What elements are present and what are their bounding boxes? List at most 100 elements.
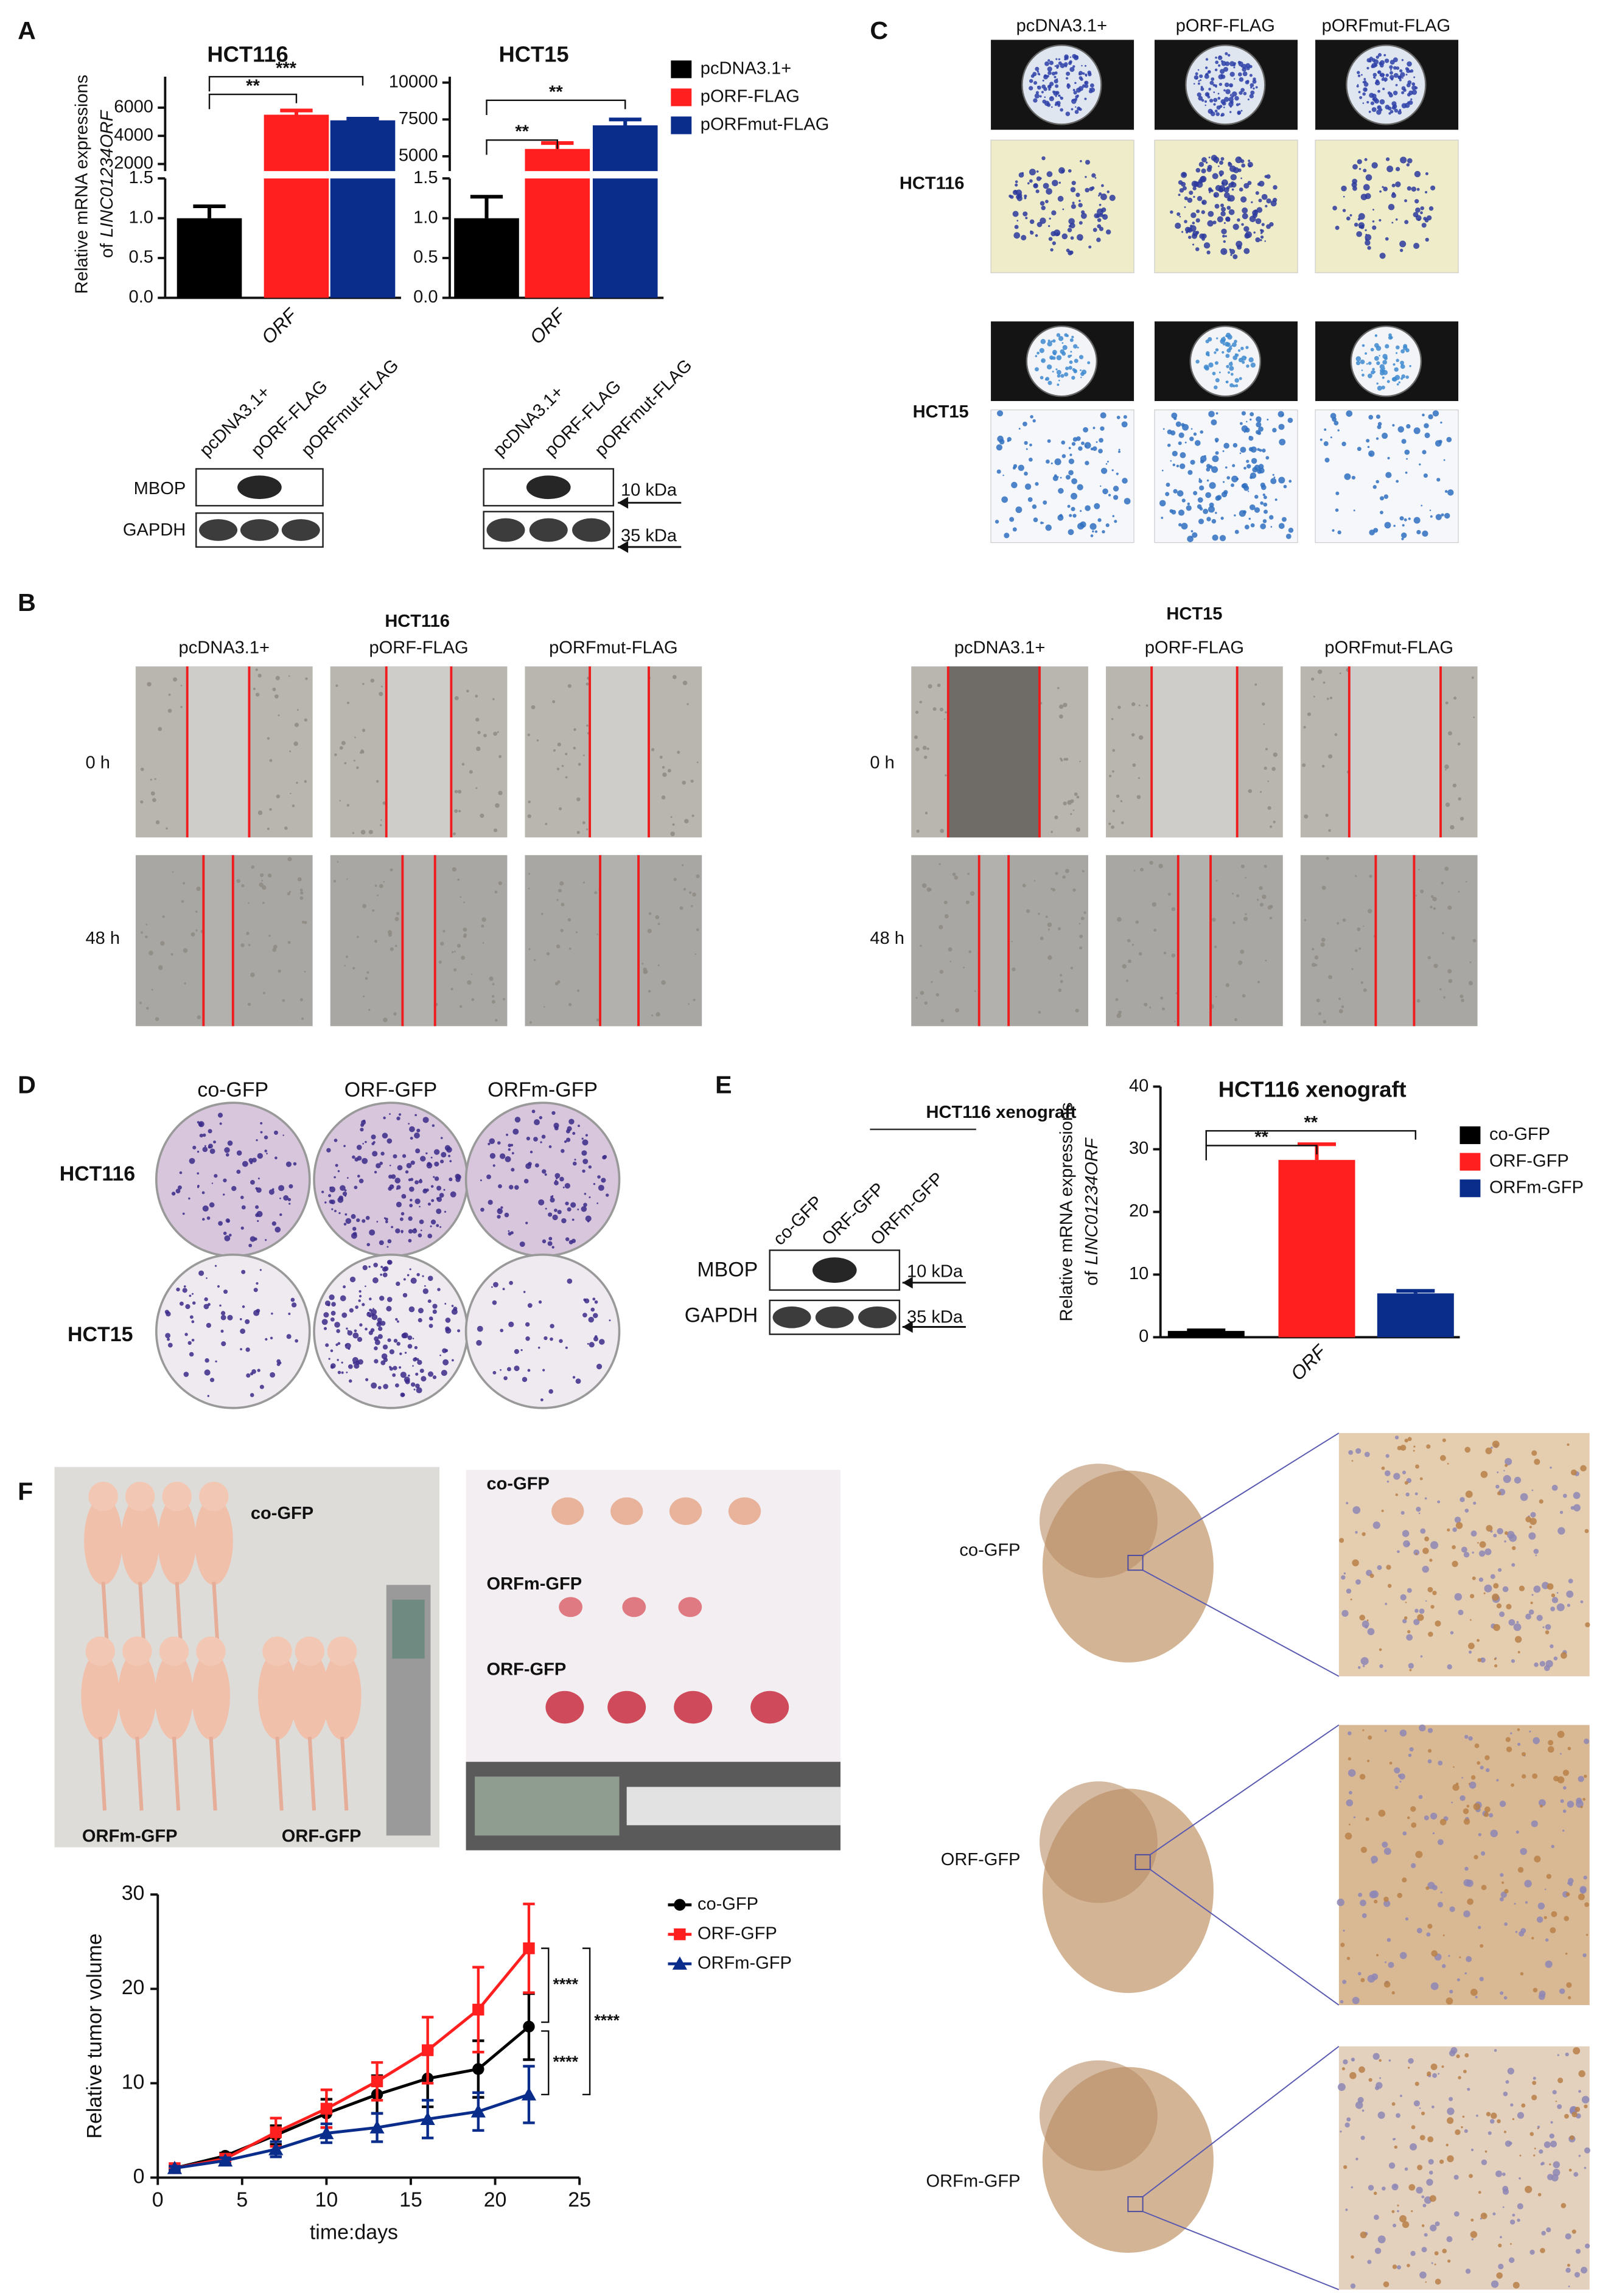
speck: [213, 1140, 216, 1144]
speck: [1565, 1892, 1570, 1897]
speck: [421, 1376, 427, 1382]
speck: [1211, 466, 1218, 473]
speck: [1058, 487, 1064, 494]
speck: [456, 944, 461, 948]
speck: [1037, 85, 1041, 90]
mouse: [323, 1651, 362, 1740]
speck: [1567, 1801, 1575, 1808]
speck: [1392, 2264, 1397, 2269]
speck: [1249, 74, 1253, 77]
speck: [1058, 336, 1064, 341]
speck: [1425, 190, 1428, 194]
speck: [1531, 2095, 1537, 2101]
speck: [1377, 1565, 1382, 1570]
speck: [1080, 916, 1085, 921]
speck: [1355, 1448, 1362, 1454]
speck: [1069, 338, 1074, 343]
x-tick-label: 0: [152, 2188, 164, 2211]
speck: [1064, 372, 1069, 377]
speck: [1383, 494, 1389, 499]
speck: [1580, 1600, 1584, 1603]
speck: [1245, 913, 1247, 915]
speck: [1424, 2233, 1428, 2237]
speck: [1288, 480, 1292, 483]
speck: [577, 989, 580, 992]
speck: [418, 1308, 424, 1314]
speck: [949, 960, 952, 963]
speck: [1200, 87, 1204, 91]
speck: [1117, 705, 1121, 710]
speck: [1485, 1768, 1490, 1773]
speck: [1084, 84, 1089, 88]
speck: [248, 944, 251, 946]
speck: [1351, 968, 1354, 971]
speck: [1581, 2096, 1590, 2104]
significance-bracket: [541, 2030, 550, 2096]
speck: [1076, 795, 1080, 799]
speck: [1204, 104, 1206, 106]
speck: [1394, 374, 1400, 380]
speck: [1449, 1989, 1453, 1994]
speck: [297, 877, 302, 882]
legend-swatch: [1459, 1126, 1481, 1145]
speck: [1503, 1470, 1505, 1472]
marker: [217, 2153, 233, 2167]
speck: [348, 1379, 352, 1383]
speck: [1388, 112, 1391, 115]
speck: [158, 965, 163, 970]
speck: [1199, 507, 1203, 511]
speck: [437, 1288, 441, 1291]
speck: [268, 1189, 274, 1195]
speck: [1252, 212, 1257, 218]
speck: [1112, 515, 1115, 517]
column-label: co-GFP: [197, 1078, 268, 1101]
speck: [1372, 1521, 1380, 1529]
speck: [1575, 2249, 1581, 2254]
speck: [1343, 1572, 1346, 1575]
speck: [1493, 1624, 1500, 1631]
mouse: [290, 1651, 329, 1740]
speck: [1553, 2168, 1561, 2177]
speck: [436, 1208, 442, 1214]
section-title: HCT15: [1166, 604, 1222, 624]
speck: [1253, 77, 1256, 81]
speck: [191, 1320, 195, 1324]
speck: [1369, 874, 1372, 878]
speck: [360, 749, 364, 753]
speck: [1340, 1942, 1345, 1947]
speck: [242, 1160, 248, 1167]
speck: [218, 1221, 223, 1226]
speck: [1568, 2168, 1572, 2172]
speck: [1270, 478, 1277, 484]
speck: [278, 1185, 285, 1192]
speck: [1456, 1978, 1460, 1982]
speck: [683, 888, 687, 891]
speck: [1377, 71, 1380, 74]
speck: [1403, 344, 1408, 349]
speck: [451, 1305, 454, 1307]
speck: [1225, 235, 1227, 237]
speck: [1242, 67, 1246, 72]
speck: [1070, 799, 1074, 803]
speck: [1430, 1541, 1439, 1549]
speck: [1559, 1988, 1565, 1994]
bar: [1278, 1160, 1355, 1338]
speck: [1493, 1534, 1497, 1538]
speck: [1337, 429, 1340, 431]
mouse-tail: [275, 1736, 284, 1811]
speck: [1408, 2184, 1416, 2191]
speck: [1533, 2154, 1536, 2157]
speck: [1400, 1511, 1405, 1515]
speck: [414, 1198, 421, 1204]
y-tick-label: 5000: [399, 146, 438, 166]
speck: [1383, 1900, 1391, 1907]
photo-label: ORF-GFP: [487, 1660, 567, 1680]
speck: [1149, 860, 1153, 865]
speck: [491, 995, 495, 998]
speck: [1509, 1534, 1517, 1542]
speck: [407, 1274, 410, 1277]
speck: [1487, 2131, 1492, 2135]
speck: [334, 1139, 338, 1142]
speck: [1035, 91, 1040, 94]
speck: [1505, 1464, 1508, 1467]
